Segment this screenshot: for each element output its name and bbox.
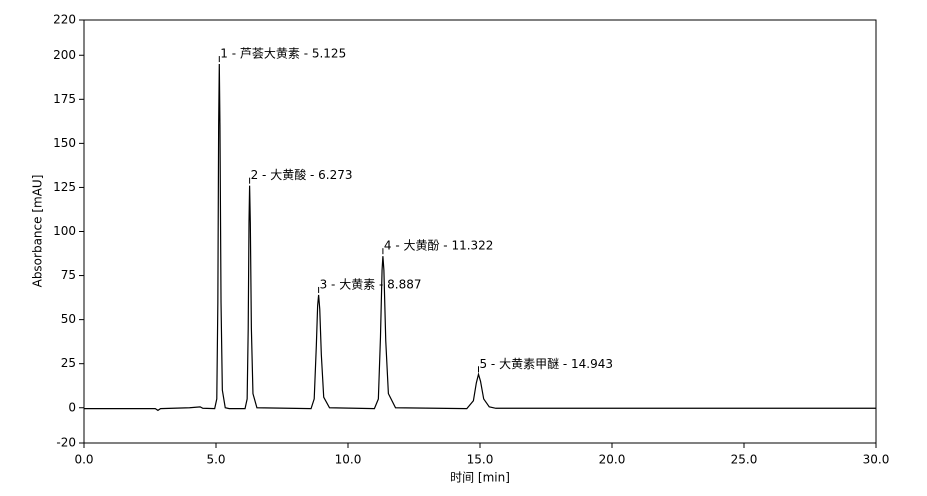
x-tick-label: 15.0 <box>467 453 494 467</box>
y-tick-label: 220 <box>53 13 76 27</box>
x-tick-label: 0.0 <box>74 453 93 467</box>
y-tick-label: 200 <box>53 48 76 62</box>
y-tick-label: -20 <box>56 436 76 450</box>
y-tick-label: 125 <box>53 180 76 194</box>
peak-label: 4 - 大黄酚 - 11.322 <box>384 239 494 253</box>
x-tick-label: 20.0 <box>599 453 626 467</box>
peak-label: 1 - 芦荟大黄素 - 5.125 <box>220 47 346 61</box>
x-tick-label: 25.0 <box>731 453 758 467</box>
y-axis-title: Absorbance [mAU] <box>31 175 45 288</box>
y-tick-label: 0 <box>68 400 76 414</box>
peak-label: 2 - 大黄酸 - 6.273 <box>251 167 353 182</box>
x-tick-label: 10.0 <box>335 453 362 467</box>
y-tick-label: 25 <box>61 356 76 370</box>
y-tick-label: 75 <box>61 268 76 282</box>
x-tick-label: 30.0 <box>863 453 890 467</box>
trace <box>84 64 876 412</box>
peak-label: 5 - 大黄素甲醚 - 14.943 <box>479 357 613 371</box>
y-tick-label: 50 <box>61 312 76 326</box>
x-axis-title: 时间 [min] <box>450 471 510 485</box>
y-tick-label: 175 <box>53 92 76 106</box>
x-tick-label: 5.0 <box>206 453 225 467</box>
peak-label: 3 - 大黄素 - 8.887 <box>320 277 422 291</box>
y-tick-label: 100 <box>53 224 76 238</box>
y-tick-label: 150 <box>53 136 76 150</box>
